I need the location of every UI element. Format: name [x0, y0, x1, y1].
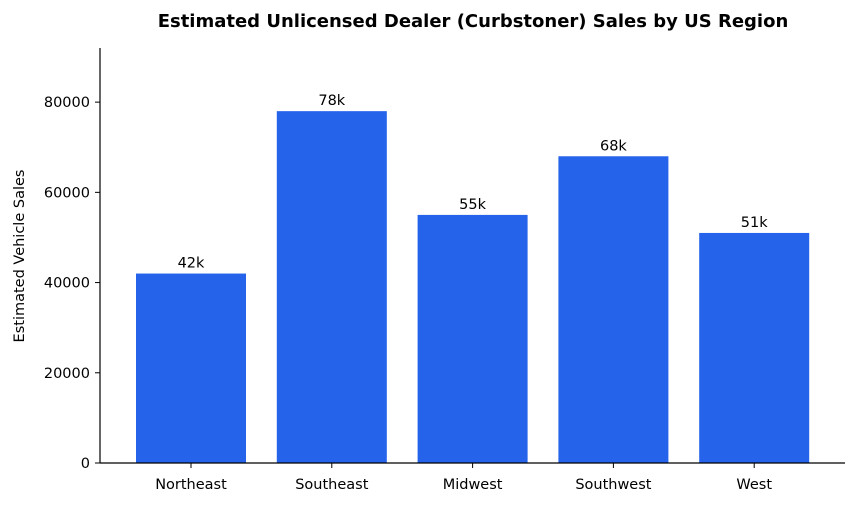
- y-axis: 0 20000 40000 60000 80000: [44, 48, 101, 472]
- x-tick-label: Northeast: [155, 477, 227, 493]
- bar-southwest: [558, 156, 669, 463]
- x-tick-label: Southeast: [295, 477, 369, 493]
- y-axis-label: Estimated Vehicle Sales: [12, 170, 28, 343]
- bar-midwest: [417, 214, 528, 463]
- x-axis: Northeast Southeast Midwest Southwest West: [100, 462, 845, 493]
- y-tick-label: 20000: [44, 366, 90, 382]
- bar-value-label: 78k: [318, 93, 345, 109]
- bar-northeast: [136, 273, 246, 463]
- bar-value-labels: 42k 78k 55k 68k 51k: [178, 93, 769, 271]
- y-tick-label: 60000: [44, 185, 90, 201]
- bar-value-label: 55k: [459, 197, 486, 213]
- bar-value-label: 51k: [741, 215, 768, 231]
- x-tick-label: Midwest: [443, 477, 503, 493]
- y-tick-label: 0: [81, 456, 90, 472]
- bars-group: [136, 111, 810, 464]
- bar-value-label: 42k: [178, 256, 205, 272]
- bar-west: [699, 232, 810, 463]
- bar-value-label: 68k: [600, 138, 627, 154]
- x-tick-label: West: [736, 477, 772, 493]
- x-tick-label: Southwest: [575, 477, 651, 493]
- y-tick-label: 40000: [44, 276, 90, 292]
- y-tick-label: 80000: [44, 95, 90, 111]
- chart-title: Estimated Unlicensed Dealer (Curbstoner)…: [158, 11, 789, 32]
- bar-southeast: [276, 111, 387, 464]
